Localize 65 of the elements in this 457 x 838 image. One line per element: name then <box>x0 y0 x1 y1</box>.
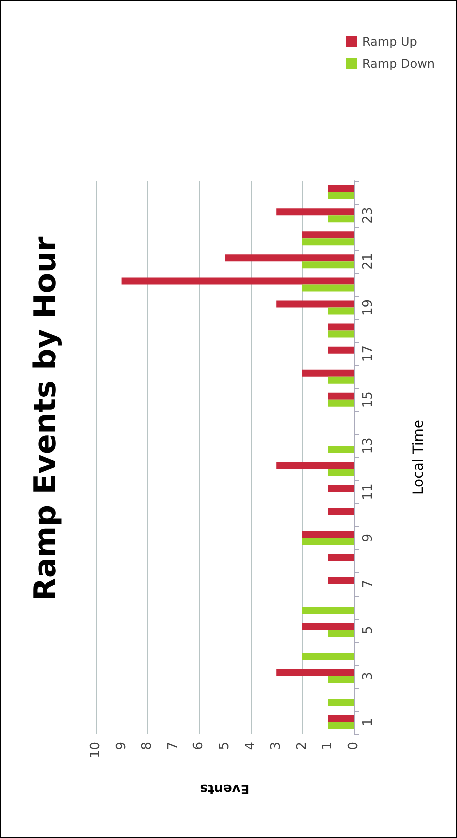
x-tick-label: 7 <box>166 742 181 750</box>
bar <box>302 623 354 630</box>
bar <box>302 531 354 538</box>
bar <box>328 554 354 562</box>
y-tick-label: 23 <box>361 207 376 224</box>
legend-label: Ramp Down <box>362 57 436 71</box>
bar <box>302 370 354 377</box>
x-tick-label: 4 <box>243 742 258 750</box>
bar <box>328 469 354 476</box>
bar <box>328 330 354 338</box>
x-tick-label: 8 <box>140 742 156 750</box>
bar <box>276 669 354 676</box>
x-tick-label: 1 <box>320 742 336 750</box>
bar <box>328 699 354 706</box>
bar <box>302 232 354 239</box>
x-tick-label: 9 <box>114 742 130 750</box>
x-tick-label: 3 <box>269 742 284 750</box>
bar <box>328 392 354 400</box>
bar <box>328 676 354 684</box>
bar <box>328 508 354 516</box>
bar <box>302 238 354 246</box>
y-tick-label: 7 <box>361 580 376 588</box>
y-tick-label: 9 <box>361 534 376 542</box>
x-tick-label: 6 <box>192 742 207 750</box>
bar <box>328 485 354 492</box>
bar <box>302 538 354 546</box>
text: Ramp Events by Hour <box>28 236 64 602</box>
bar <box>328 192 354 200</box>
y-tick-label: 19 <box>361 299 376 316</box>
x-tick-label: 2 <box>294 742 310 750</box>
y-tick-label: 1 <box>361 718 376 727</box>
bar <box>328 715 354 722</box>
bar <box>328 400 354 407</box>
bar <box>328 630 354 638</box>
legend-label: Ramp Up <box>362 35 418 49</box>
bar <box>328 577 354 584</box>
bar <box>276 462 354 470</box>
x-tick-label: 0 <box>346 742 362 750</box>
y-tick-label: 3 <box>361 672 376 681</box>
bar <box>302 262 354 269</box>
y-tick-label: 17 <box>361 346 376 362</box>
bar <box>328 216 354 223</box>
bar <box>225 254 354 262</box>
bar <box>328 446 354 453</box>
bar <box>328 324 354 331</box>
bar <box>276 300 354 308</box>
bar <box>302 284 354 292</box>
bar <box>276 208 354 216</box>
bar <box>302 607 354 614</box>
y-tick-label: 11 <box>361 484 376 500</box>
y-tick-label: 21 <box>361 253 376 270</box>
y-tick-label: 13 <box>361 438 376 454</box>
bar <box>122 278 354 285</box>
bar <box>328 186 354 193</box>
bar <box>328 376 354 384</box>
x-tick-label: 10 <box>88 742 104 759</box>
bar <box>328 346 354 354</box>
bar <box>302 653 354 660</box>
y-tick-label: 15 <box>361 392 376 408</box>
bar <box>328 722 354 730</box>
y-axis-title: Local Time <box>411 420 427 495</box>
x-tick-label: 5 <box>218 742 232 750</box>
bar <box>328 308 354 315</box>
x-axis-title: Events <box>200 781 250 796</box>
y-tick-label: 5 <box>361 626 376 634</box>
